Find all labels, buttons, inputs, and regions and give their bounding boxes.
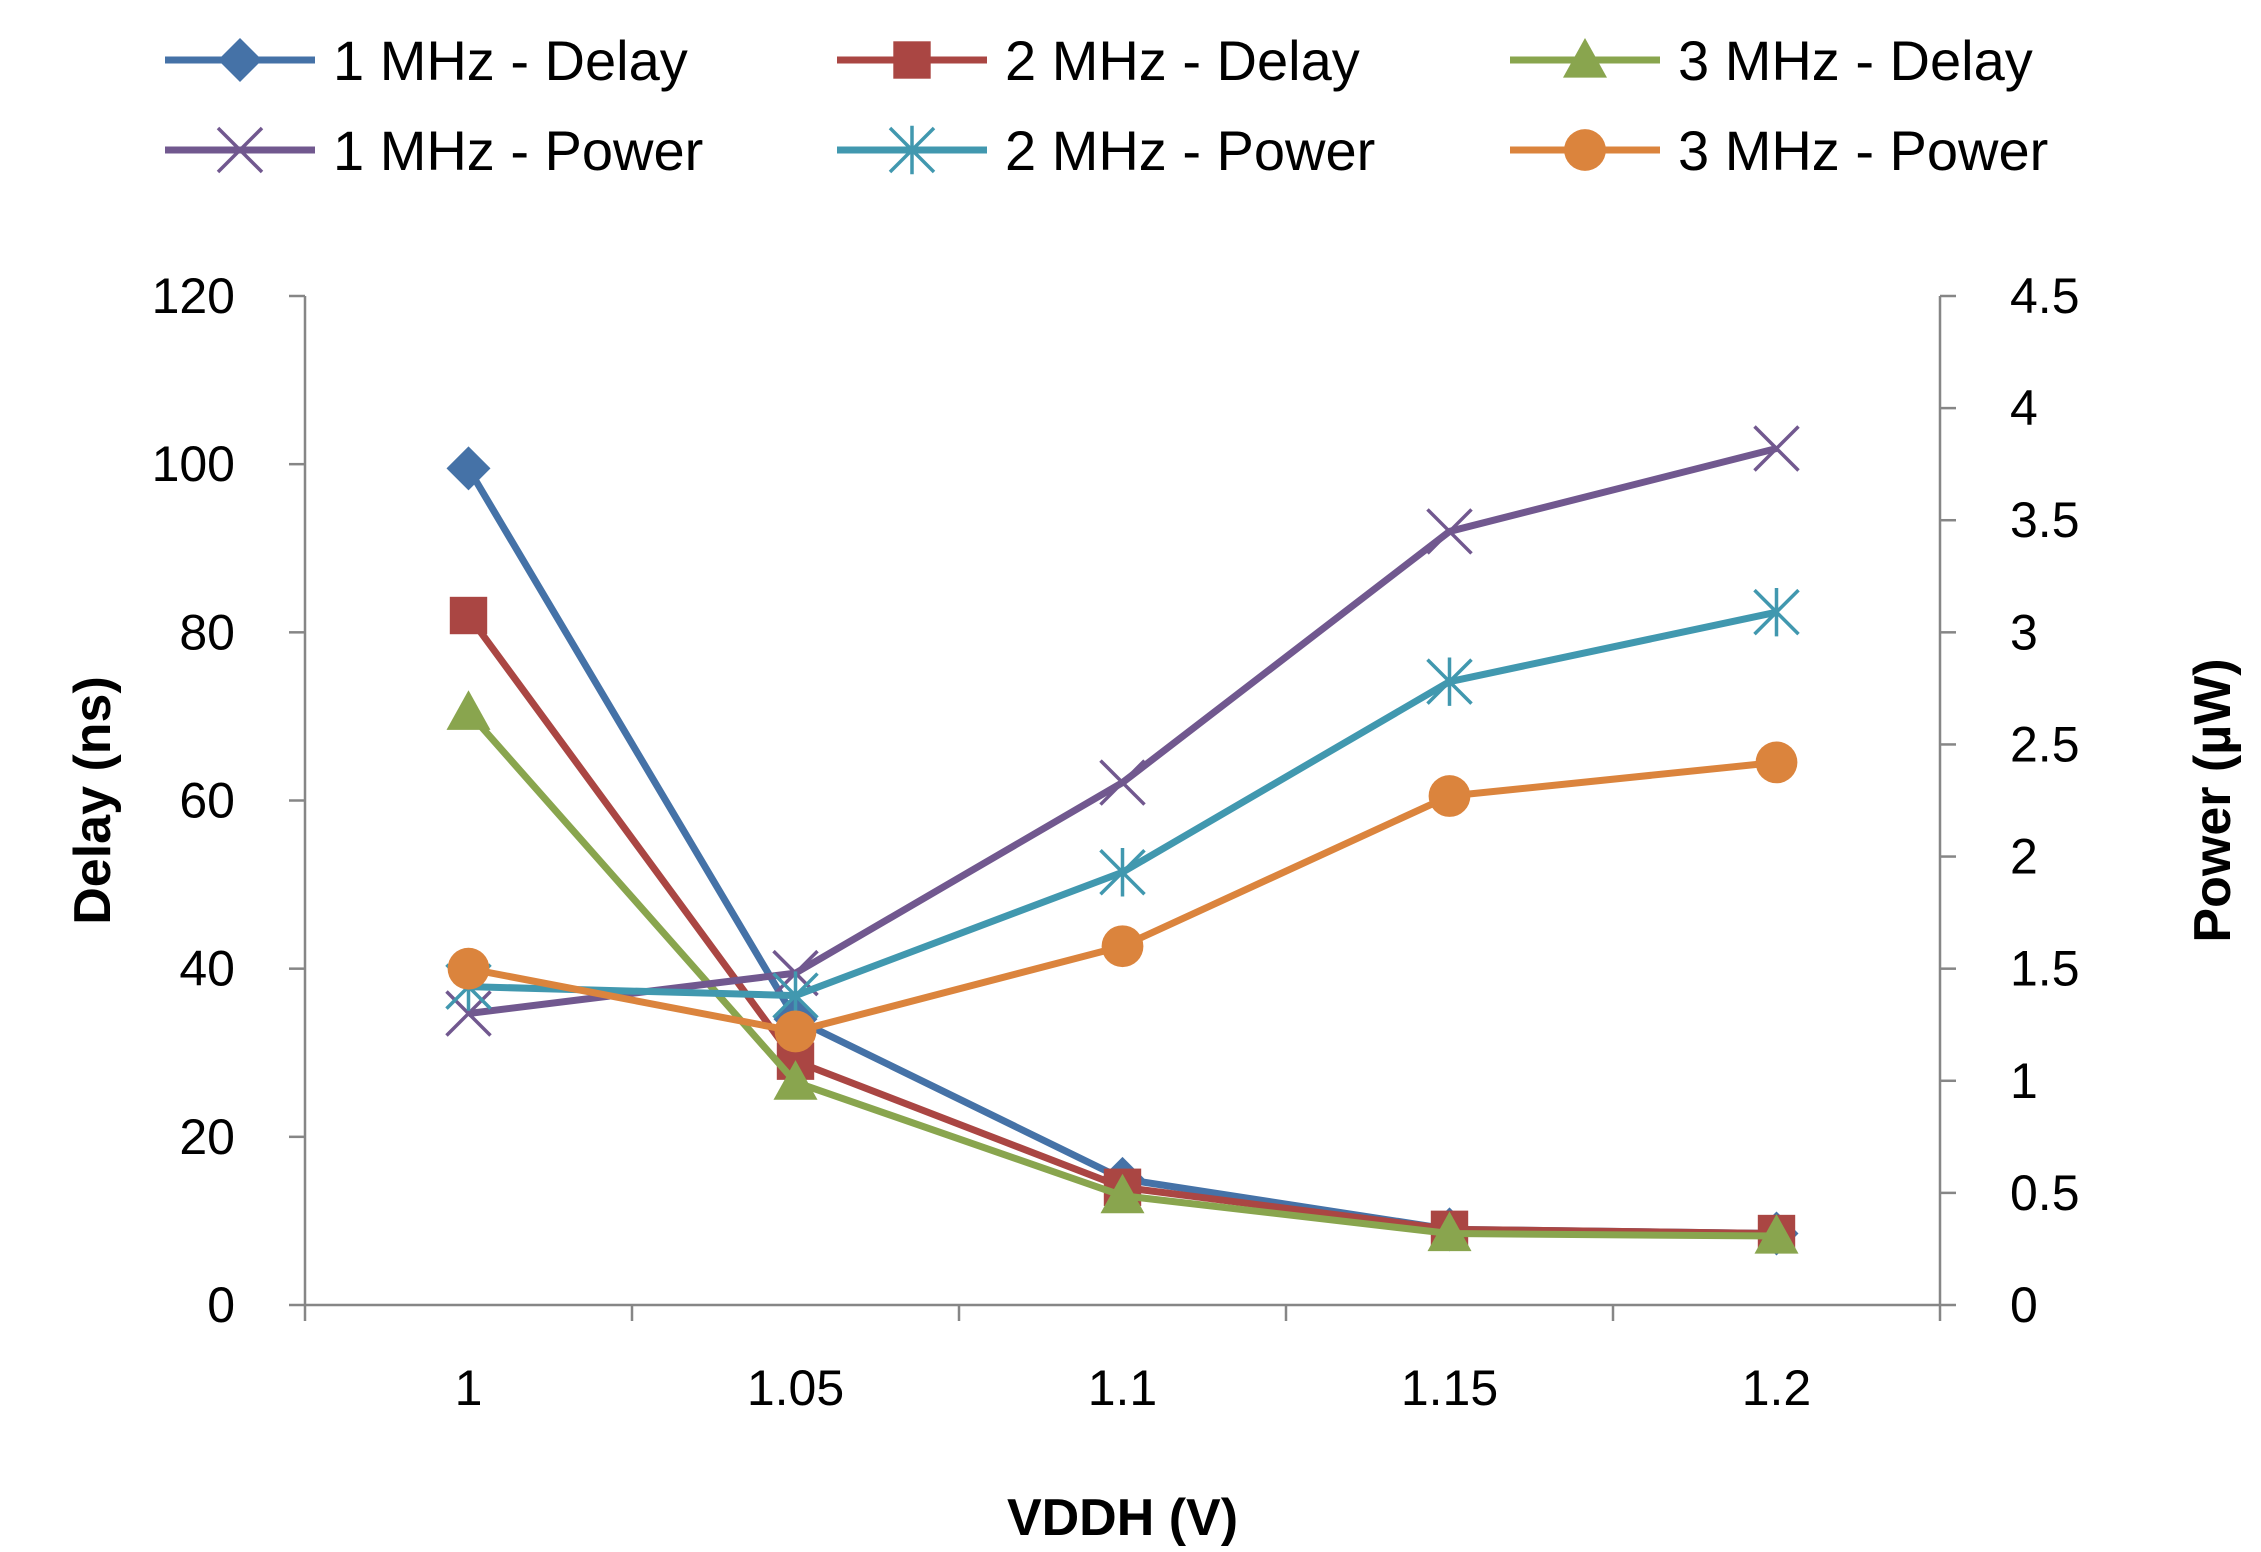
- y2-tick-label: 4.5: [2010, 268, 2080, 324]
- data-point: [446, 690, 491, 730]
- y2-tick-label: 3.5: [2010, 492, 2080, 548]
- legend-marker: [1563, 38, 1607, 78]
- series-layer: [445, 425, 1800, 1256]
- y2-tick-label: 0: [2010, 1277, 2038, 1333]
- x-tick-label: 1.2: [1742, 1360, 1812, 1416]
- data-point: [1753, 587, 1800, 637]
- legend-label: 3 MHz - Power: [1678, 119, 2048, 182]
- legend-label: 1 MHz - Delay: [333, 29, 688, 92]
- axes: 0 20 40 60 80 100 120 0 0.5 1 1.5 2 2.5 3 3.5 4 4.5 1 1.05…: [152, 268, 2080, 1416]
- x-tick-label: 1.15: [1401, 1360, 1498, 1416]
- legend-item: 1 MHz - Delay: [165, 29, 688, 92]
- legend-label: 1 MHz - Power: [333, 119, 703, 182]
- data-point: [773, 1060, 818, 1100]
- x-tick-label: 1: [455, 1360, 483, 1416]
- data-point: [446, 446, 491, 491]
- legend-item: 2 MHz - Power: [837, 119, 1375, 182]
- y2-tick-label: 1: [2010, 1053, 2038, 1109]
- y-tick-label: 60: [179, 773, 235, 829]
- legend: 1 MHz - Delay 2 MHz - Delay 3 MHz - Delay 1…: [165, 29, 2048, 182]
- data-point: [1100, 1173, 1145, 1214]
- y2-axis-title: Power (µW): [2184, 658, 2242, 942]
- data-point: [1099, 848, 1146, 897]
- series-3: [446, 690, 1799, 1254]
- y2-tick-label: 2.5: [2010, 716, 2080, 772]
- series-6: [447, 741, 1798, 1053]
- data-point: [1101, 925, 1144, 968]
- legend-label: 2 MHz - Power: [1005, 119, 1375, 182]
- legend-marker: [893, 41, 931, 79]
- legend-marker: [218, 38, 262, 82]
- y2-tick-label: 2: [2010, 829, 2038, 885]
- legend-item: 3 MHz - Power: [1510, 119, 2048, 182]
- y-tick-label: 0: [207, 1277, 235, 1333]
- data-point: [1427, 1211, 1472, 1252]
- data-point: [1428, 775, 1471, 817]
- legend-item: 2 MHz - Delay: [837, 29, 1360, 92]
- data-point: [449, 596, 488, 635]
- legend-item: 3 MHz - Delay: [1510, 29, 2033, 92]
- data-point: [1754, 1214, 1799, 1254]
- data-point: [447, 947, 490, 990]
- legend-marker: [888, 125, 936, 175]
- y2-tick-label: 1.5: [2010, 941, 2080, 997]
- data-point: [1099, 759, 1146, 806]
- data-point: [774, 1010, 817, 1053]
- data-point: [1755, 741, 1798, 784]
- y-tick-label: 100: [152, 436, 235, 492]
- series-line: [465, 613, 1777, 1238]
- y-axis-title: Delay (ns): [64, 676, 122, 925]
- y2-tick-label: 4: [2010, 380, 2038, 436]
- y-tick-label: 20: [179, 1109, 235, 1165]
- legend-marker: [1564, 129, 1606, 171]
- legend-item: 1 MHz - Power: [165, 119, 703, 182]
- y-tick-label: 40: [179, 941, 235, 997]
- x-tick-label: 1.05: [747, 1360, 844, 1416]
- y-tick-label: 120: [152, 268, 235, 324]
- data-point: [1426, 508, 1473, 555]
- x-tick-label: 1.1: [1088, 1360, 1158, 1416]
- legend-label: 2 MHz - Delay: [1005, 29, 1360, 92]
- legend-label: 3 MHz - Delay: [1678, 29, 2033, 92]
- y2-tick-label: 3: [2010, 604, 2038, 660]
- data-point: [1426, 657, 1473, 706]
- y2-tick-label: 0.5: [2010, 1165, 2080, 1221]
- data-point: [1753, 425, 1800, 472]
- legend-marker: [216, 126, 264, 174]
- y-tick-label: 80: [179, 604, 235, 660]
- x-axis-title: VDDH (V): [1007, 1489, 1238, 1547]
